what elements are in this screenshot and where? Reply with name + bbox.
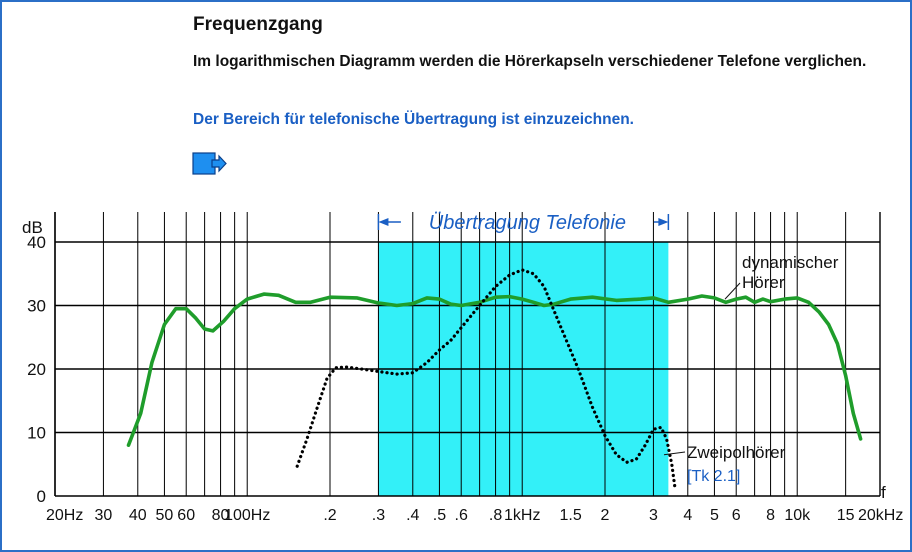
leader-line <box>663 451 686 456</box>
x-tick-label: .8 <box>489 507 502 524</box>
series-label-dynamischer-hoerer-line2: Hörer <box>742 273 785 292</box>
x-tick-label: 1kHz <box>504 507 540 524</box>
x-tick-label: .4 <box>406 507 419 524</box>
x-tick-label: 6 <box>732 507 741 524</box>
y-tick-label: 30 <box>27 297 46 316</box>
arrow-right-icon <box>192 152 227 175</box>
y-tick-label: 0 <box>37 487 46 506</box>
x-tick-label: 20kHz <box>858 507 903 524</box>
y-tick-label: 10 <box>27 424 46 443</box>
x-tick-label: 40 <box>129 507 147 524</box>
series-line-dynamischer-hoerer <box>126 292 863 447</box>
intro-text: Im logarithmischen Diagramm werden die H… <box>193 53 867 70</box>
y-tick-label: 20 <box>27 360 46 379</box>
series-label-zweipolhoerer: Zweipolhörer <box>687 443 786 462</box>
x-tick-label: .5 <box>433 507 446 524</box>
x-tick-label: .6 <box>455 507 468 524</box>
series-line-zweipolhoerer <box>295 268 677 492</box>
x-tick-label: .3 <box>372 507 385 524</box>
x-tick-label: .2 <box>323 507 336 524</box>
x-tick-label: 30 <box>95 507 113 524</box>
x-tick-label: 8 <box>766 507 775 524</box>
x-tick-label: 2 <box>601 507 610 524</box>
x-tick-label: 100Hz <box>224 507 270 524</box>
y-axis-unit: dB <box>22 218 43 237</box>
y-tick-label: 40 <box>27 233 46 252</box>
x-tick-label: 5 <box>710 507 719 524</box>
x-tick-label: 3 <box>649 507 658 524</box>
reference-link[interactable]: [Tk 2.1] <box>687 468 740 485</box>
series-label-dynamischer-hoerer: dynamischer <box>742 253 839 272</box>
x-tick-label: 15 <box>837 507 855 524</box>
page-title: Frequenzgang <box>193 14 323 35</box>
x-tick-label: 50 <box>156 507 174 524</box>
band-label: Übertragung Telefonie <box>429 212 626 234</box>
x-tick-label: 20Hz <box>46 507 83 524</box>
task-text: Der Bereich für telefonische Übertragung… <box>193 111 634 128</box>
band-annotation: Übertragung Telefonie <box>377 212 670 234</box>
next-button[interactable] <box>192 152 228 176</box>
x-axis-unit: f <box>881 483 886 502</box>
x-tick-label: 4 <box>683 507 692 524</box>
x-tick-label: 1.5 <box>560 507 582 524</box>
leader-line <box>724 282 741 300</box>
x-tick-label: 60 <box>177 507 195 524</box>
x-tick-label: 80 <box>212 507 230 524</box>
x-tick-label: 10k <box>784 507 811 524</box>
